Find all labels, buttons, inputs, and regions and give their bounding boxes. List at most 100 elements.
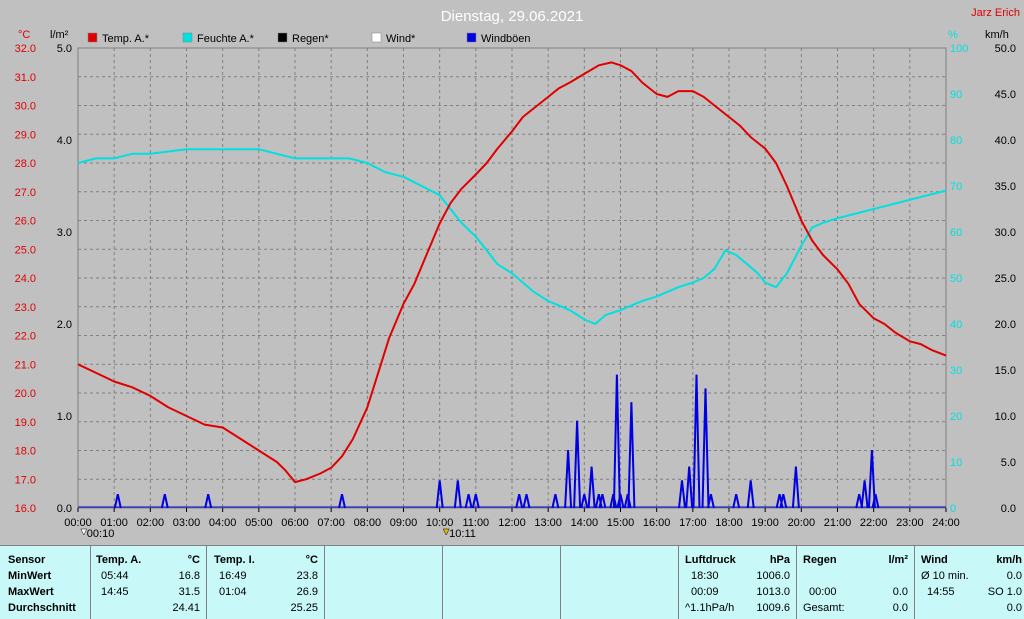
wind-gust-spike [685, 466, 694, 509]
x-tick-label: 04:00 [209, 517, 237, 529]
wind-gust-spike [791, 466, 800, 509]
empty-column-2 [442, 546, 560, 619]
temp-tick-label: 30.0 [15, 101, 36, 113]
marker-label: 00:10 [87, 528, 115, 540]
x-tick-label: 12:00 [498, 517, 526, 529]
temp-tick-label: 24.0 [15, 273, 36, 285]
humidity-line [77, 148, 947, 325]
temp-i-avg: 25.25 [290, 602, 318, 614]
wind-avg-label: Ø 10 min. [921, 570, 969, 582]
wind-gust-spike [598, 493, 607, 509]
pressure-max-time: 00:09 [691, 586, 719, 598]
x-tick-label: 01:00 [100, 517, 128, 529]
wind-tick-label: 45.0 [995, 89, 1016, 101]
avg-label: Durchschnitt [8, 602, 76, 614]
wind-gust-spike [587, 466, 596, 509]
rain-tick-label: 4.0 [57, 135, 72, 147]
temp-tick-label: 27.0 [15, 187, 36, 199]
temp-a-min: 16.8 [178, 570, 200, 582]
x-tick-label: 23:00 [896, 517, 924, 529]
rain-total: 0.0 [892, 602, 908, 614]
temp-tick-label: 19.0 [15, 417, 36, 429]
legend-swatch [466, 32, 477, 43]
temp-a-max-time: 14:45 [101, 586, 129, 598]
x-tick-label: 06:00 [281, 517, 309, 529]
temp-tick-label: 26.0 [15, 216, 36, 228]
temp-tick-label: 28.0 [15, 158, 36, 170]
wind-gust-spike [435, 480, 444, 509]
wind-tick-label: 35.0 [995, 181, 1016, 193]
wind-gust-spike [860, 480, 869, 509]
wind-max: SO 1.0 [987, 586, 1022, 598]
humidity-tick-label: 10 [950, 457, 962, 469]
pressure-column: Luftdruck hPa 18:30 1006.0 00:09 1013.0 … [678, 546, 796, 619]
wind-tick-label: 0.0 [1001, 503, 1016, 515]
humidity-tick-label: 50 [950, 273, 962, 285]
wind-gust-spike [522, 493, 531, 509]
x-tick-label: 05:00 [245, 517, 273, 529]
temp-i-max: 26.9 [296, 586, 318, 598]
temp-a-max: 31.5 [178, 586, 200, 598]
sun-marker-icon [80, 528, 88, 536]
wind-tick-label: 5.0 [1001, 457, 1016, 469]
legend-swatch [277, 32, 288, 43]
wind-tick-label: 20.0 [995, 319, 1016, 331]
temp-a-min-time: 05:44 [101, 570, 129, 582]
wind-tick-label: 40.0 [995, 135, 1016, 147]
x-tick-label: 22:00 [860, 517, 888, 529]
sun-marker-icon [442, 528, 450, 536]
wind-tick-label: 30.0 [995, 227, 1016, 239]
pressure-avg: 1009.6 [756, 602, 790, 614]
legend-label: Feuchte A.* [197, 33, 255, 45]
x-tick-label: 17:00 [679, 517, 707, 529]
weather-chart: Dienstag, 29.06.2021 Jarz Erich °C l/m² … [15, 7, 1020, 540]
x-tick-label: 07:00 [317, 517, 345, 529]
pressure-min: 1006.0 [756, 570, 790, 582]
event-markers: 00:10 10:11 [80, 528, 476, 540]
rain-unit: l/m² [888, 554, 908, 566]
chart-legend: Temp. A.* Feuchte A.* Regen* Wind* Windböen [87, 32, 531, 45]
wind-gust-spike [706, 493, 715, 509]
author-label: Jarz Erich [971, 7, 1020, 19]
sensor-column: Sensor MinWert MaxWert Durchschnitt [0, 546, 90, 619]
wind-gust-spike [453, 480, 462, 509]
wind-gust-spike [732, 493, 741, 509]
temp-unit-label: °C [18, 29, 30, 41]
rain-tick-label: 1.0 [57, 411, 72, 423]
wind-gust-spike [580, 493, 589, 509]
x-tick-label: 19:00 [751, 517, 779, 529]
wind-header: Wind [921, 554, 948, 566]
humidity-tick-label: 90 [950, 89, 962, 101]
temp-a-avg: 24.41 [172, 602, 200, 614]
x-tick-label: 00:00 [64, 517, 92, 529]
wind-unit-label: km/h [985, 29, 1009, 41]
legend-label: Regen* [292, 33, 329, 45]
x-tick-label: 21:00 [824, 517, 852, 529]
temp-a-unit: °C [187, 554, 200, 566]
wind-gust-spike [564, 449, 573, 509]
wind-gust-spike [746, 480, 755, 509]
series-lines [77, 61, 947, 509]
pressure-header: Luftdruck [685, 554, 736, 566]
wind-gust-spike [338, 493, 346, 509]
pressure-trend: ^1.1hPa/h [685, 602, 735, 614]
grid-lines [78, 48, 946, 508]
temp-tick-label: 23.0 [15, 302, 36, 314]
x-tick-label: 08:00 [354, 517, 382, 529]
rain-total-label: Gesamt: [803, 602, 845, 614]
rain-unit-label: l/m² [50, 29, 69, 41]
wind-gust-spike [623, 493, 632, 509]
min-label: MinWert [8, 570, 52, 582]
temp-tick-label: 18.0 [15, 446, 36, 458]
x-tick-label: 03:00 [173, 517, 201, 529]
temp-tick-label: 29.0 [15, 129, 36, 141]
pressure-unit: hPa [769, 554, 790, 566]
rain-header: Regen [803, 554, 837, 566]
wind-gust-spike [573, 420, 582, 509]
temp-tick-label: 31.0 [15, 72, 36, 84]
legend-label: Windböen [481, 33, 531, 45]
temp-i-column: Temp. I. °C 16:49 23.8 01:04 26.9 25.25 [206, 546, 324, 619]
temperature-line [77, 61, 947, 484]
humidity-tick-label: 100 [950, 43, 968, 55]
temp-i-max-time: 01:04 [219, 586, 247, 598]
